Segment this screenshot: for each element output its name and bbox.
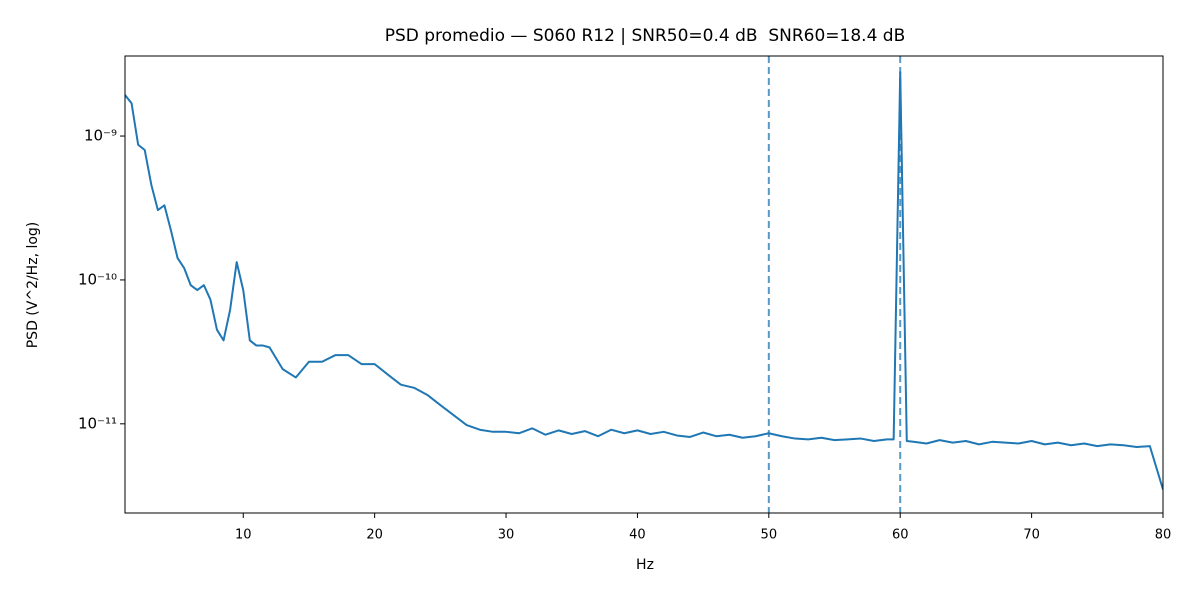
psd-line [125, 71, 1163, 490]
plot-frame [124, 55, 1164, 514]
x-tick-label: 80 [1155, 528, 1172, 543]
y-tick-label: 10⁻¹¹ [78, 414, 117, 432]
chart-title: PSD promedio — S060 R12 | SNR50=0.4 dB S… [385, 26, 906, 46]
x-axis-label: Hz [636, 557, 654, 573]
x-tick-label: 30 [498, 528, 515, 543]
x-tick-label: 50 [761, 528, 778, 543]
y-axis-label: PSD (V^2/Hz, log) [25, 222, 41, 349]
x-tick-label: 60 [892, 528, 909, 543]
x-tick-label: 70 [1023, 528, 1040, 543]
y-tick-label: 10⁻⁹ [84, 127, 117, 145]
y-tick-label: 10⁻¹⁰ [78, 270, 117, 288]
x-tick-label: 40 [629, 528, 646, 543]
x-tick-label: 10 [235, 528, 252, 543]
x-tick-label: 20 [366, 528, 383, 543]
